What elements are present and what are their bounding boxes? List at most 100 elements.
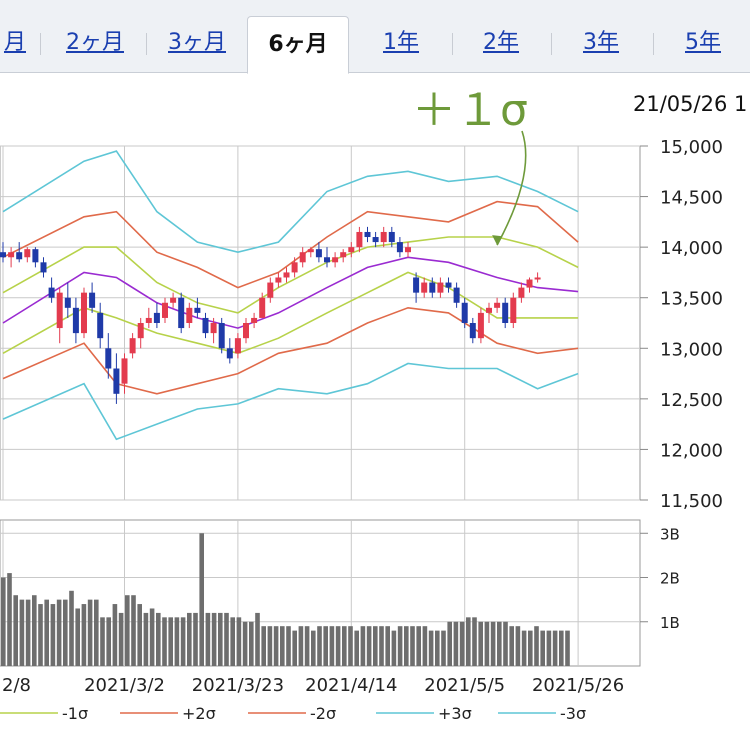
candle-body <box>186 307 193 323</box>
price-tick-label: 12,500 <box>660 390 723 411</box>
tab-1-month[interactable]: 月 <box>3 30 26 55</box>
volume-bar <box>236 617 242 666</box>
candle-body <box>259 297 266 318</box>
candle-body <box>421 282 428 293</box>
candle-body <box>234 338 241 354</box>
candle-body <box>153 312 160 323</box>
candle-body <box>486 307 492 313</box>
volume-bar <box>329 626 335 666</box>
candle-body <box>121 358 128 384</box>
candle-body <box>364 231 371 238</box>
price-tick-label: 12,000 <box>660 440 723 461</box>
volume-bar <box>261 626 266 666</box>
volume-bar <box>149 608 155 666</box>
candle-body <box>202 317 209 334</box>
volume-bar <box>323 626 328 666</box>
volume-bar <box>552 630 558 666</box>
x-tick-label: 2021/4/14 <box>305 675 397 696</box>
candle-body <box>356 231 363 248</box>
volume-bar <box>559 630 564 666</box>
volume-bar <box>112 604 118 666</box>
volume-bar <box>94 599 99 666</box>
candle-body <box>97 312 104 339</box>
volume-bar <box>280 626 285 666</box>
volume-bar <box>373 626 378 666</box>
volume-bar <box>218 612 223 666</box>
volume-bar <box>87 599 93 666</box>
volume-bar <box>199 533 204 666</box>
volume-bar <box>32 595 37 666</box>
volume-bar <box>366 626 372 666</box>
tab-3-years[interactable]: 3年 <box>583 30 619 55</box>
candle-body <box>332 257 339 263</box>
volume-bar <box>81 604 87 666</box>
candle-body <box>145 317 152 323</box>
volume-bar <box>292 630 297 666</box>
candle-body <box>16 252 23 260</box>
tab-1-year[interactable]: 1年 <box>383 30 419 55</box>
volume-bar <box>205 612 211 666</box>
volume-bar <box>534 626 539 666</box>
candle-body <box>291 262 298 273</box>
candle-body <box>32 249 39 263</box>
volume-bar <box>13 595 18 666</box>
candle-body <box>429 282 436 293</box>
volume-bar <box>459 621 465 666</box>
volume-bar <box>162 617 167 666</box>
candle-body <box>81 292 87 334</box>
price-tick-label: 14,000 <box>660 238 723 259</box>
tab-5-years[interactable]: 5年 <box>685 30 721 55</box>
volume-bar <box>304 626 310 666</box>
tab-separator <box>40 33 41 55</box>
price-tick-label: 15,000 <box>660 137 723 158</box>
volume-bar <box>56 599 62 666</box>
candle-body <box>24 249 31 258</box>
candle-body <box>405 247 411 253</box>
volume-bar <box>385 626 390 666</box>
tab-separator <box>551 33 552 55</box>
volume-tick-label: 2B <box>660 570 680 588</box>
candle-body <box>469 323 476 339</box>
volume-bar <box>509 626 514 666</box>
candle-body <box>510 297 517 323</box>
tab-3-months[interactable]: 3ヶ月 <box>168 30 226 55</box>
candle-body <box>251 317 258 323</box>
legend-label: -3σ <box>560 704 586 723</box>
volume-bar <box>478 621 483 666</box>
volume-bar <box>174 617 180 666</box>
x-tick-label: 2021/5/26 <box>532 675 624 696</box>
price-panel: 15,000 14,500 14,000 13,500 13,000 12,500 12,0… <box>0 130 723 512</box>
candle-body <box>299 252 306 263</box>
candle-body <box>64 297 71 308</box>
x-tick-label: 2021/3/23 <box>192 675 284 696</box>
candle-body <box>380 231 387 243</box>
volume-bar <box>106 617 111 666</box>
volume-bar <box>472 617 477 666</box>
candle-body <box>56 292 63 329</box>
price-plot-area <box>0 145 641 501</box>
volume-bar <box>25 599 31 666</box>
candle-body <box>340 252 347 258</box>
candle-body <box>518 287 525 298</box>
price-tick-label: 14,500 <box>660 188 723 209</box>
volume-bar <box>317 626 322 666</box>
period-tab-bar: 月 2ヶ月 3ヶ月 6ヶ月 1年 2年 3年 5年 <box>0 0 750 74</box>
candle-body <box>113 368 120 394</box>
candle-body <box>267 282 274 298</box>
tab-2-months[interactable]: 2ヶ月 <box>66 30 124 55</box>
volume-bar <box>242 621 248 666</box>
candle-body <box>413 277 420 293</box>
volume-bar <box>379 626 384 666</box>
candle-body <box>437 282 444 293</box>
tab-2-years[interactable]: 2年 <box>483 30 519 55</box>
candle-body <box>40 262 47 273</box>
volume-bar <box>391 630 397 666</box>
volume-bar <box>410 626 415 666</box>
candle-body <box>526 279 533 288</box>
volume-bar <box>180 617 186 666</box>
volume-bar <box>143 612 149 666</box>
volume-bar <box>497 621 502 666</box>
tab-6-months[interactable]: 6ヶ月 <box>247 16 349 74</box>
candle-body <box>388 231 395 243</box>
legend-label: -1σ <box>62 704 88 723</box>
